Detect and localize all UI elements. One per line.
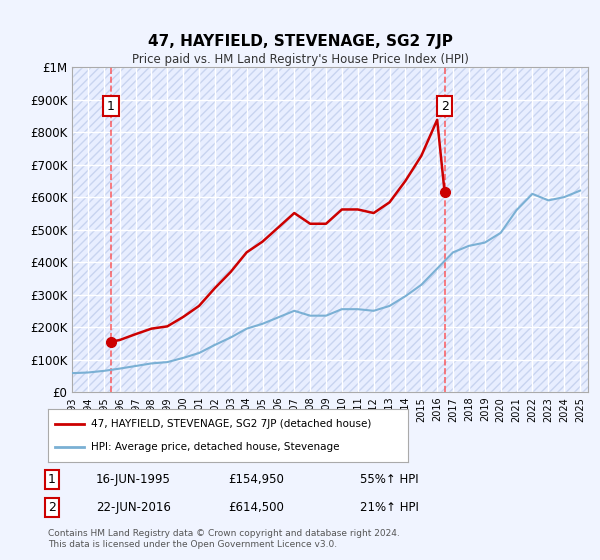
Text: 1: 1 [48, 473, 56, 486]
Text: 2: 2 [440, 100, 449, 113]
Text: 21%↑ HPI: 21%↑ HPI [360, 501, 419, 514]
Text: 16-JUN-1995: 16-JUN-1995 [96, 473, 171, 486]
Text: HPI: Average price, detached house, Stevenage: HPI: Average price, detached house, Stev… [91, 442, 340, 452]
Text: 47, HAYFIELD, STEVENAGE, SG2 7JP (detached house): 47, HAYFIELD, STEVENAGE, SG2 7JP (detach… [91, 419, 371, 429]
Text: 22-JUN-2016: 22-JUN-2016 [96, 501, 171, 514]
Text: 47, HAYFIELD, STEVENAGE, SG2 7JP: 47, HAYFIELD, STEVENAGE, SG2 7JP [148, 34, 452, 49]
Text: Price paid vs. HM Land Registry's House Price Index (HPI): Price paid vs. HM Land Registry's House … [131, 53, 469, 66]
Text: £614,500: £614,500 [228, 501, 284, 514]
Text: £154,950: £154,950 [228, 473, 284, 486]
Text: 1: 1 [107, 100, 115, 113]
Text: Contains HM Land Registry data © Crown copyright and database right 2024.
This d: Contains HM Land Registry data © Crown c… [48, 529, 400, 549]
Text: 2: 2 [48, 501, 56, 514]
Text: 55%↑ HPI: 55%↑ HPI [360, 473, 419, 486]
